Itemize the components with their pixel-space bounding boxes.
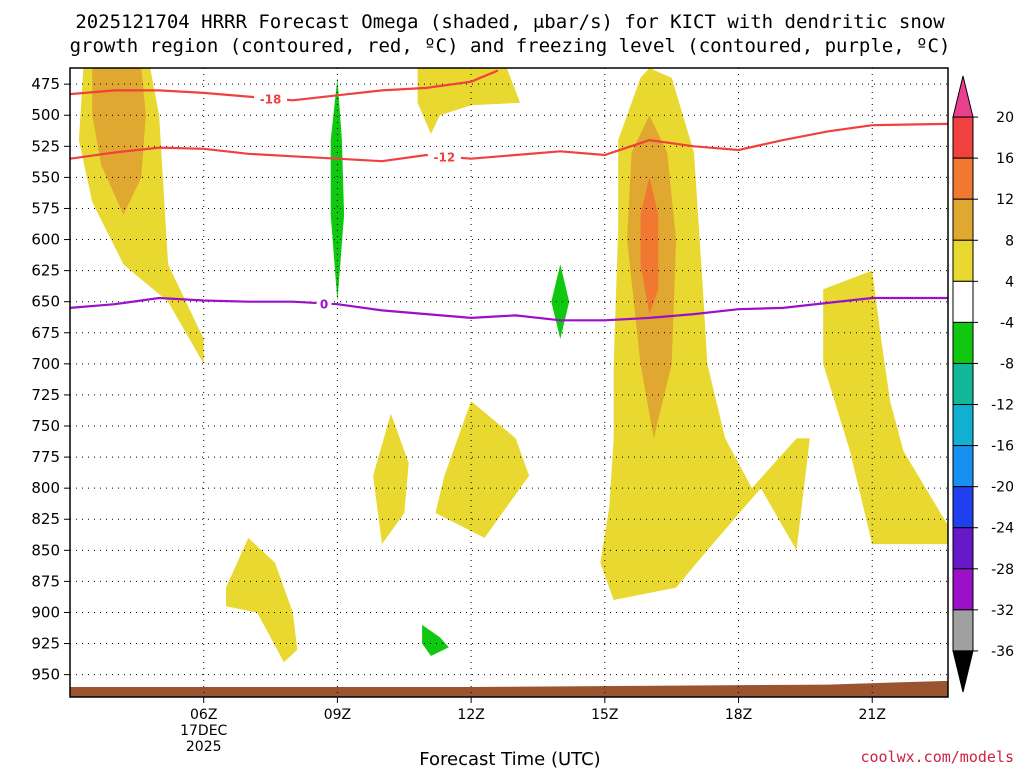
y-tick-label-725: 725 xyxy=(31,386,60,404)
colorbar-label-5: -4 xyxy=(1000,315,1014,331)
y-tick-label-850: 850 xyxy=(31,541,60,559)
contour-line-0 xyxy=(70,69,499,102)
grid-lines xyxy=(70,68,948,697)
omega-region-10 xyxy=(435,401,530,538)
contour-label-bg-1 xyxy=(427,148,461,164)
x-tick-label-18: 18Z xyxy=(725,707,752,723)
colorbar-label-11: -28 xyxy=(991,562,1014,578)
y-tick-label-575: 575 xyxy=(31,199,60,217)
colorbar-label-10: -24 xyxy=(991,521,1014,537)
x-tick-label-9: 09Z xyxy=(324,707,351,723)
colorbar-swatch-top xyxy=(952,75,974,118)
contour-line-2 xyxy=(70,296,948,322)
contour-label-2: 0 xyxy=(320,297,328,311)
y-tick-label-500: 500 xyxy=(31,106,60,124)
colorbar-swatch-12 xyxy=(952,568,974,611)
terrain-fill xyxy=(70,680,948,697)
x-axis-label: Forecast Time (UTC) xyxy=(419,749,600,768)
colorbar-swatch-13 xyxy=(952,609,974,652)
omega-region-12 xyxy=(422,624,449,656)
credit-link[interactable]: coolwx.com/models xyxy=(860,748,1014,766)
colorbar-label-4: 4 xyxy=(1005,274,1014,290)
y-tick-label-800: 800 xyxy=(31,479,60,497)
x-tick-sublabel-6-1: 2025 xyxy=(186,739,222,755)
colorbar-label-12: -32 xyxy=(991,603,1014,619)
contour-label-bg-2 xyxy=(316,295,332,311)
colorbar-label-2: 12 xyxy=(996,192,1014,208)
colorbar-swatch-8 xyxy=(952,404,974,447)
plot-frame xyxy=(69,67,949,698)
y-tick-label-675: 675 xyxy=(31,324,60,342)
contour-line-1 xyxy=(70,122,948,163)
omega-region-9 xyxy=(373,413,409,545)
contour-label-bg-0 xyxy=(254,90,288,106)
y-tick-label-775: 775 xyxy=(31,448,60,466)
colorbar-swatch-1 xyxy=(952,116,974,159)
omega-shading xyxy=(78,68,948,663)
pressure-axis: 475 500 525 550 575 600 625 650 675 700 725 750 775 8… xyxy=(31,75,70,684)
omega-region-4 xyxy=(551,264,570,339)
omega-region-7 xyxy=(640,177,659,315)
colorbar-label-13: -36 xyxy=(991,644,1014,660)
temperature-contours: -18 -12 0 xyxy=(70,69,948,322)
y-tick-label-625: 625 xyxy=(31,262,60,280)
terrain-strip xyxy=(70,680,948,697)
colorbar-swatch-6 xyxy=(952,321,974,364)
colorbar-label-1: 16 xyxy=(996,151,1014,167)
y-tick-label-600: 600 xyxy=(31,231,60,249)
colorbar-swatch-4 xyxy=(952,239,974,282)
colorbar-swatch-10 xyxy=(952,486,974,529)
colorbar-label-8: -16 xyxy=(991,439,1014,455)
colorbar-label-9: -20 xyxy=(991,480,1014,496)
y-tick-label-925: 925 xyxy=(31,635,60,653)
y-tick-label-550: 550 xyxy=(31,168,60,186)
contour-label-1: -12 xyxy=(434,151,456,165)
y-tick-label-525: 525 xyxy=(31,137,60,155)
y-tick-label-650: 650 xyxy=(31,293,60,311)
x-tick-sublabel-6-0: 17DEC xyxy=(180,723,227,739)
omega-region-3 xyxy=(417,68,521,134)
colorbar-swatch-bottom xyxy=(952,650,974,693)
y-tick-label-475: 475 xyxy=(31,75,60,93)
colorbar-swatch-5 xyxy=(952,280,974,323)
x-tick-label-6: 06Z xyxy=(190,707,217,723)
colorbar-label-6: -8 xyxy=(1000,356,1014,372)
chart-title-line-1: 2025121704 HRRR Forecast Omega (shaded, … xyxy=(75,11,945,33)
colorbar-swatch-7 xyxy=(952,362,974,406)
x-tick-label-21: 21Z xyxy=(859,707,886,723)
y-tick-label-825: 825 xyxy=(31,510,60,528)
omega-region-11 xyxy=(226,537,298,663)
omega-colorbar: 20 16 12 8 4 -4 -8 -12 -16 -20 -24 -28 -32 -36 xyxy=(952,75,1014,693)
chart-title-line-2: growth region (contoured, red, ºC) and f… xyxy=(70,35,951,57)
colorbar-label-3: 8 xyxy=(1005,233,1014,249)
x-tick-label-15: 15Z xyxy=(591,707,618,723)
colorbar-swatch-2 xyxy=(952,157,974,200)
x-tick-label-12: 12Z xyxy=(457,707,484,723)
y-tick-label-750: 750 xyxy=(31,417,60,435)
colorbar-label-7: -12 xyxy=(991,398,1014,414)
omega-region-2 xyxy=(330,77,345,302)
colorbar-swatch-11 xyxy=(952,527,974,570)
y-tick-label-950: 950 xyxy=(31,666,60,684)
colorbar-label-0: 20 xyxy=(996,110,1014,126)
omega-region-8 xyxy=(823,270,948,545)
contour-label-0: -18 xyxy=(260,92,282,106)
y-tick-label-875: 875 xyxy=(31,572,60,590)
y-tick-label-900: 900 xyxy=(31,603,60,621)
omega-region-1 xyxy=(92,68,146,215)
colorbar-swatch-3 xyxy=(952,198,974,241)
y-tick-label-700: 700 xyxy=(31,355,60,373)
colorbar-swatch-9 xyxy=(952,445,974,488)
